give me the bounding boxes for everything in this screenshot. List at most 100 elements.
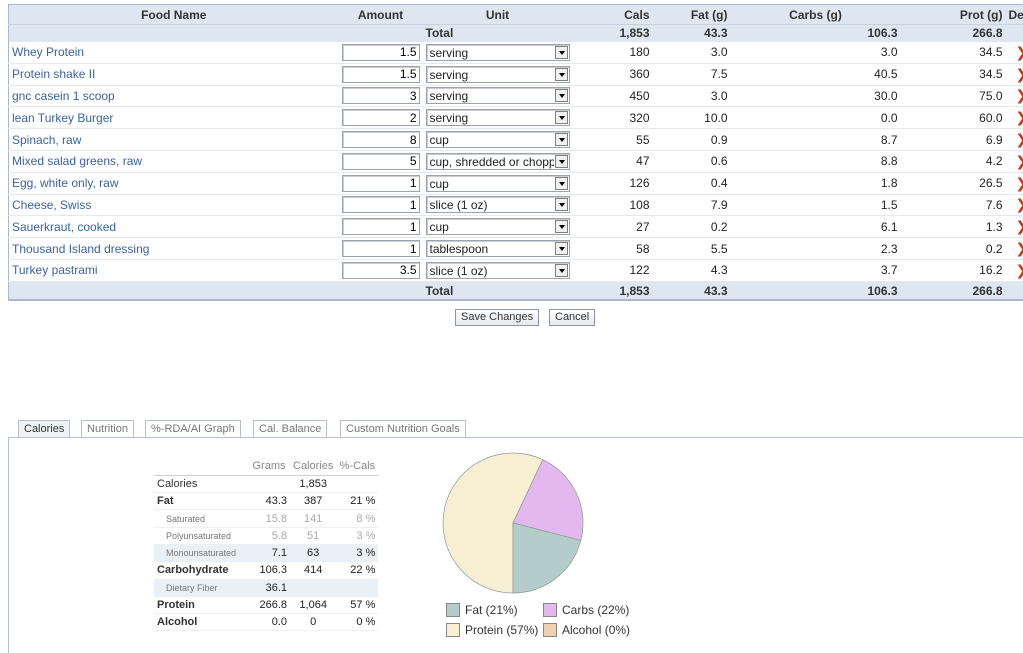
food-name-link[interactable]: Egg, white only, raw (12, 176, 119, 191)
tab-custom-goals[interactable]: Custom Nutrition Goals (340, 420, 466, 437)
col-fat[interactable]: Fat (g) (652, 4, 731, 25)
amount-input[interactable] (341, 131, 420, 149)
unit-value: slice (1 oz) (429, 263, 488, 278)
fat-value: 0.4 (652, 172, 731, 195)
nutrient-row: Dietary Fiber 36.1 (154, 579, 379, 597)
food-name-link[interactable]: Mixed salad greens, raw (12, 154, 143, 169)
cancel-button[interactable]: Cancel (549, 309, 596, 326)
total-row-bottom: Total 1,853 43.3 106.3 266.8 (8, 280, 1023, 301)
amount-input[interactable] (341, 152, 420, 170)
food-name-link[interactable]: Cheese, Swiss (12, 197, 92, 212)
nutrient-pct: 3 % (336, 527, 379, 545)
unit-value: serving (429, 45, 469, 60)
amount-input[interactable] (341, 261, 420, 279)
chevron-down-icon[interactable] (554, 154, 568, 168)
unit-value: cup (429, 220, 449, 235)
unit-select[interactable]: tablespoon (425, 240, 570, 258)
total-cals: 1,853 (572, 24, 653, 42)
food-name-link[interactable]: gnc casein 1 scoop (12, 88, 115, 103)
chevron-down-icon[interactable] (554, 45, 568, 59)
food-name-link[interactable]: Thousand Island dressing (12, 241, 150, 256)
tab-nutrition[interactable]: Nutrition (81, 420, 134, 437)
col-food-name[interactable]: Food Name (8, 4, 339, 25)
amount-input[interactable] (341, 65, 420, 83)
cals-value: 122 (572, 259, 653, 282)
nutrient-row: Protein 266.8 1,064 57 % (154, 596, 379, 615)
header-row: Food Name Amount Unit Cals Fat (g) Carbs… (8, 4, 1023, 25)
food-row: Mixed salad greens, raw cup, shredded or … (8, 150, 1023, 173)
chevron-right-icon[interactable]: ❯ (1016, 153, 1023, 169)
nutrient-grams: 266.8 (248, 596, 290, 615)
chevron-right-icon[interactable]: ❯ (1016, 175, 1023, 191)
chevron-right-icon[interactable]: ❯ (1016, 109, 1023, 125)
food-name-link[interactable]: Protein shake II (12, 67, 96, 82)
amount-input[interactable] (341, 87, 420, 105)
chevron-right-icon[interactable]: ❯ (1016, 218, 1023, 234)
chevron-down-icon[interactable] (554, 89, 568, 103)
col-carbs[interactable]: Carbs (g) (730, 4, 901, 25)
prot-value: 1.3 (900, 215, 1006, 239)
chevron-right-icon[interactable]: ❯ (1016, 240, 1023, 256)
col-prot[interactable]: Prot (g) (900, 4, 1006, 25)
fat-value: 3.0 (652, 85, 731, 108)
chevron-right-icon[interactable]: ❯ (1016, 87, 1023, 103)
amount-input[interactable] (341, 174, 420, 192)
amount-input[interactable] (341, 43, 420, 61)
unit-select[interactable]: cup, shredded or chopp (425, 152, 570, 170)
carbs-value: 1.8 (730, 172, 901, 195)
chevron-down-icon[interactable] (554, 111, 568, 125)
chevron-down-icon[interactable] (554, 67, 568, 81)
nutrient-label: Protein (154, 596, 248, 615)
chevron-down-icon[interactable] (554, 220, 568, 234)
tab-rda-graph[interactable]: %-RDA/AI Graph (145, 420, 241, 437)
food-row: Spinach, raw cup 550.98.76.9 ❯ (8, 128, 1023, 151)
unit-select[interactable]: cup (425, 174, 570, 192)
chevron-down-icon[interactable] (554, 242, 568, 256)
food-name-link[interactable]: Turkey pastrami (12, 263, 98, 278)
col-amount[interactable]: Amount (338, 4, 423, 25)
unit-value: cup (429, 176, 449, 191)
unit-select[interactable]: serving (425, 109, 570, 127)
unit-select[interactable]: serving (425, 43, 570, 61)
chevron-right-icon[interactable]: ❯ (1016, 131, 1023, 147)
food-name-link[interactable]: Spinach, raw (12, 132, 82, 147)
chevron-right-icon[interactable]: ❯ (1016, 262, 1023, 278)
amount-input[interactable] (341, 196, 420, 214)
col-pct-cals: %-Cals (336, 458, 379, 476)
amount-input[interactable] (341, 240, 420, 258)
unit-select[interactable]: cup (425, 131, 570, 149)
chevron-right-icon[interactable]: ❯ (1016, 66, 1023, 82)
chevron-down-icon[interactable] (554, 176, 568, 190)
nutrient-grams (248, 475, 290, 494)
food-name-link[interactable]: lean Turkey Burger (12, 110, 114, 125)
chevron-down-icon[interactable] (554, 133, 568, 147)
legend-label: Carbs (22%) (562, 603, 630, 617)
unit-select[interactable]: slice (1 oz) (425, 196, 570, 214)
chevron-down-icon[interactable] (554, 198, 568, 212)
amount-input[interactable] (341, 109, 420, 127)
prot-value: 60.0 (900, 106, 1006, 130)
chevron-down-icon[interactable] (554, 263, 568, 277)
cals-value: 58 (572, 237, 653, 260)
amount-input[interactable] (341, 218, 420, 236)
save-changes-button[interactable]: Save Changes (455, 309, 540, 326)
food-name-link[interactable]: Whey Protein (12, 45, 85, 60)
tab-cal-balance[interactable]: Cal. Balance (253, 420, 328, 437)
col-cals[interactable]: Cals (572, 4, 653, 25)
food-row: Sauerkraut, cooked cup 270.26.11.3 ❯ (8, 215, 1023, 239)
chevron-right-icon[interactable]: ❯ (1016, 196, 1023, 212)
unit-select[interactable]: serving (425, 65, 570, 83)
prot-value: 16.2 (900, 259, 1006, 282)
unit-select[interactable]: slice (1 oz) (425, 261, 570, 279)
col-del: Del (1005, 4, 1023, 25)
unit-select[interactable]: serving (425, 87, 570, 105)
food-name-link[interactable]: Sauerkraut, cooked (12, 219, 117, 234)
unit-select[interactable]: cup (425, 218, 570, 236)
tab-calories[interactable]: Calories (18, 420, 71, 437)
carbs-value: 2.3 (730, 237, 901, 260)
chevron-right-icon[interactable]: ❯ (1016, 44, 1023, 60)
fat-value: 0.9 (652, 128, 731, 151)
col-unit[interactable]: Unit (422, 4, 573, 25)
carbs-value: 6.1 (730, 215, 901, 239)
